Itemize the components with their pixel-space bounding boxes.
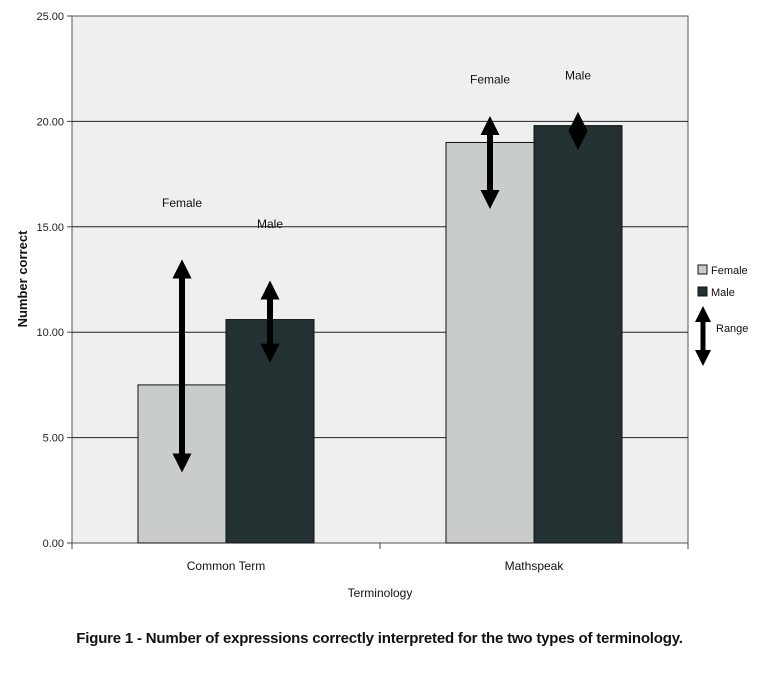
- bar-male-0: [225, 319, 315, 544]
- x-axis-ticks: Common Term Mathspeak: [71, 543, 689, 573]
- x-tick-label: Common Term: [187, 559, 265, 573]
- y-axis-ticks: 0.00 5.00 10.00 15.00 20.00 25.00: [36, 11, 72, 550]
- legend-label: Female: [711, 265, 748, 277]
- bar-female-1: [445, 141, 535, 544]
- bar-label: Male: [565, 68, 591, 82]
- legend-swatch: [697, 264, 708, 275]
- range-arrows: [172, 111, 588, 473]
- y-tick-label: 15.00: [36, 222, 64, 234]
- x-tick-label: Mathspeak: [505, 559, 565, 573]
- bar-label: Female: [162, 196, 202, 210]
- legend-range-label: Range: [716, 323, 748, 335]
- bars: [137, 125, 623, 544]
- bar-male-1: [533, 125, 623, 544]
- bar-labels: Female Male Female Male: [162, 68, 591, 231]
- bar-label: Male: [257, 217, 283, 231]
- figure-caption: Figure 1 - Number of expressions correct…: [76, 630, 683, 647]
- legend: Female Male Range: [694, 264, 748, 367]
- y-tick-label: 25.00: [36, 11, 64, 23]
- x-axis-title: Terminology: [348, 586, 413, 600]
- y-tick-label: 20.00: [36, 116, 64, 128]
- y-tick-label: 10.00: [36, 327, 64, 339]
- y-tick-label: 0.00: [43, 538, 64, 550]
- y-axis-title: Number correct: [15, 230, 30, 327]
- y-tick-label: 5.00: [43, 433, 64, 445]
- legend-swatch: [697, 286, 708, 297]
- bar-label: Female: [470, 73, 510, 87]
- legend-label: Male: [711, 287, 735, 299]
